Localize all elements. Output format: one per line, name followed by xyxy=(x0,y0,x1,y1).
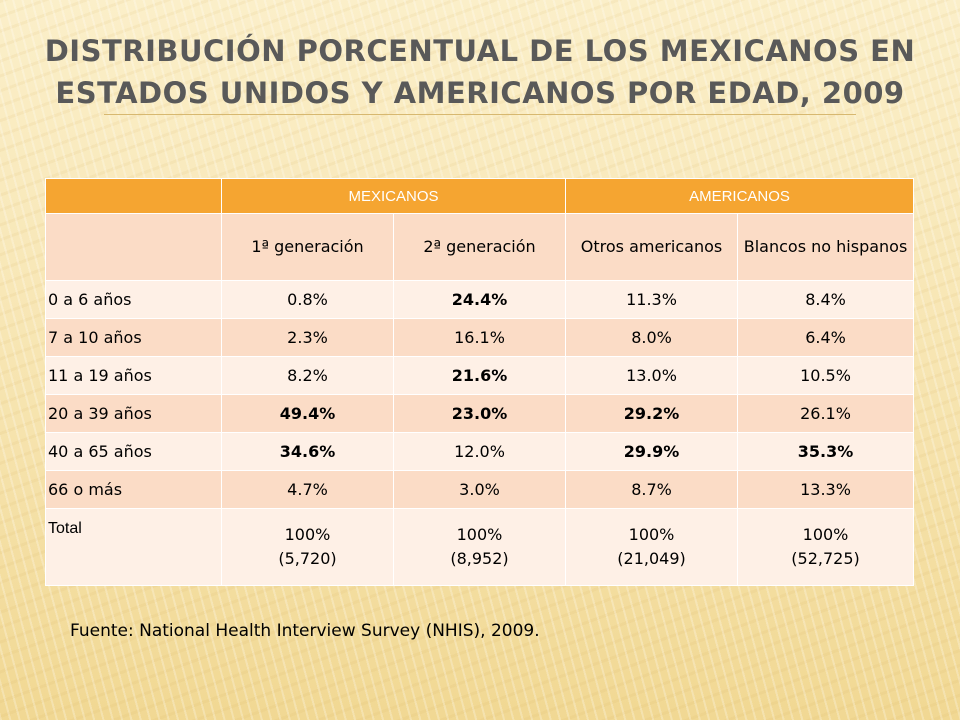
data-cell: 2.3% xyxy=(221,318,394,357)
title-line-1: DISTRIBUCIÓN PORCENTUAL DE LOS MEXICANOS… xyxy=(44,34,916,68)
total-count: (8,952) xyxy=(450,549,509,568)
total-cell: 100% (52,725) xyxy=(737,508,915,586)
total-row: Total 100% (5,720) 100% (8,952) 100% (21,04… xyxy=(45,508,915,586)
data-cell: 0.8% xyxy=(221,280,394,319)
data-cell: 34.6% xyxy=(221,432,394,471)
data-cell: 12.0% xyxy=(392,432,567,471)
total-cell: 100% (8,952) xyxy=(392,508,567,586)
title-line-2: ESTADOS UNIDOS Y AMERICANOS POR EDAD, 20… xyxy=(55,76,905,110)
data-cell: 24.4% xyxy=(392,280,567,319)
total-count: (52,725) xyxy=(791,549,860,568)
row-label: 40 a 65 años xyxy=(45,432,222,471)
table-row: 7 a 10 años 2.3% 16.1% 8.0% 6.4% xyxy=(45,318,915,357)
table-row: 40 a 65 años 34.6% 12.0% 29.9% 35.3% xyxy=(45,432,915,471)
corner-cell xyxy=(45,178,222,214)
data-cell: 3.0% xyxy=(392,470,567,509)
data-cell: 26.1% xyxy=(737,394,915,433)
total-percent: 100% xyxy=(802,525,849,544)
data-cell: 49.4% xyxy=(221,394,394,433)
data-cell: 11.3% xyxy=(565,280,739,319)
data-cell: 8.0% xyxy=(565,318,739,357)
row-label: 7 a 10 años xyxy=(45,318,222,357)
data-cell: 6.4% xyxy=(737,318,915,357)
data-cell: 35.3% xyxy=(737,432,915,471)
total-percent: 100% xyxy=(456,525,503,544)
total-count: (21,049) xyxy=(617,549,686,568)
data-cell: 13.3% xyxy=(737,470,915,509)
slide-title: DISTRIBUCIÓN PORCENTUAL DE LOS MEXICANOS… xyxy=(40,30,920,114)
group-americanos: AMERICANOS xyxy=(565,178,915,214)
total-count: (5,720) xyxy=(278,549,337,568)
age-distribution-table: MEXICANOS AMERICANOS 1ª generación 2ª ge… xyxy=(45,178,915,586)
column-header: 1ª generación xyxy=(221,213,394,281)
data-cell: 4.7% xyxy=(221,470,394,509)
data-cell: 8.2% xyxy=(221,356,394,395)
table-row: 0 a 6 años 0.8% 24.4% 11.3% 8.4% xyxy=(45,280,915,319)
data-cell: 16.1% xyxy=(392,318,567,357)
data-cell: 21.6% xyxy=(392,356,567,395)
data-cell: 10.5% xyxy=(737,356,915,395)
group-header-row: MEXICANOS AMERICANOS xyxy=(45,178,915,214)
column-header: Otros americanos xyxy=(565,213,739,281)
title-divider xyxy=(104,114,856,115)
source-note: Fuente: National Health Interview Survey… xyxy=(70,621,540,641)
total-percent: 100% xyxy=(284,525,331,544)
row-label: 0 a 6 años xyxy=(45,280,222,319)
data-cell: 29.2% xyxy=(565,394,739,433)
row-label: 11 a 19 años xyxy=(45,356,222,395)
data-cell: 8.4% xyxy=(737,280,915,319)
total-cell: 100% (5,720) xyxy=(221,508,394,586)
table-row: 66 o más 4.7% 3.0% 8.7% 13.3% xyxy=(45,470,915,509)
table-row: 11 a 19 años 8.2% 21.6% 13.0% 10.5% xyxy=(45,356,915,395)
total-percent: 100% xyxy=(628,525,675,544)
column-header: Blancos no hispanos xyxy=(737,213,915,281)
column-header-empty xyxy=(45,213,222,281)
row-label: 66 o más xyxy=(45,470,222,509)
table-row: 20 a 39 años 49.4% 23.0% 29.2% 26.1% xyxy=(45,394,915,433)
data-cell: 13.0% xyxy=(565,356,739,395)
data-cell: 8.7% xyxy=(565,470,739,509)
data-cell: 23.0% xyxy=(392,394,567,433)
total-label: Total xyxy=(45,508,222,586)
row-label: 20 a 39 años xyxy=(45,394,222,433)
column-header: 2ª generación xyxy=(392,213,567,281)
column-header-row: 1ª generación 2ª generación Otros americ… xyxy=(45,213,915,281)
total-cell: 100% (21,049) xyxy=(565,508,739,586)
data-cell: 29.9% xyxy=(565,432,739,471)
group-mexicanos: MEXICANOS xyxy=(220,178,567,214)
